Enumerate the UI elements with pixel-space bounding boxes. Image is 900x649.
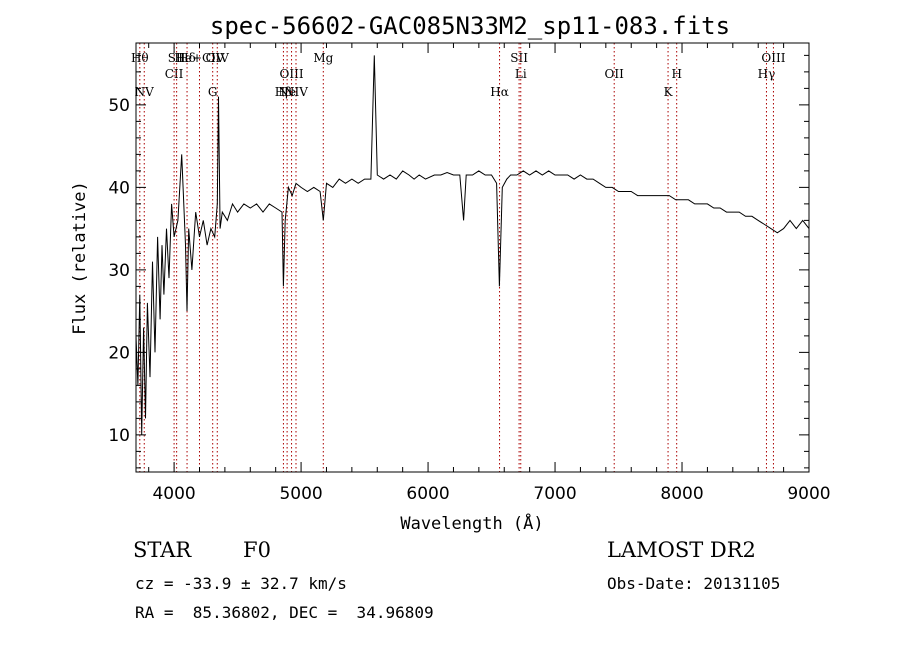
spectral-line-label: SII xyxy=(510,51,528,65)
spectral-line-label: He+CIV xyxy=(174,51,225,65)
spectral-line-label: Hβ xyxy=(275,85,292,99)
spectrum-plot: spec-56602-GAC085N33M2_sp11-083.fits Hθ N… xyxy=(70,12,831,534)
spectral-line-label: SII xyxy=(168,51,186,65)
spectral-line-label: OIII xyxy=(761,51,785,65)
y-tick-label: 40 xyxy=(108,178,130,198)
spectral-line-label: Hγ xyxy=(758,67,776,81)
spectral-line-label: G xyxy=(208,85,218,99)
spectral-line-label: CII xyxy=(165,67,184,81)
chart-title: spec-56602-GAC085N33M2_sp11-083.fits xyxy=(210,12,730,40)
spectral-line-label: OII xyxy=(605,67,625,81)
y-axis-label: Flux (relative) xyxy=(70,181,90,335)
spectral-line-markers: HθNVCIISIIHδHe+CIVGOIVHβNeOIIINIVMgHαSII… xyxy=(131,43,786,472)
y-tick-label: 50 xyxy=(108,96,130,116)
axis-ticks: 4000 5000 6000 7000 8000 9000 10 20 30 40 50 xyxy=(108,43,831,504)
y-tick-label: 30 xyxy=(108,261,130,281)
redshift-label: cz = -33.9 ± 32.7 km/s xyxy=(135,574,347,593)
object-class: STAR xyxy=(133,538,192,562)
survey-label: LAMOST DR2 xyxy=(607,538,756,562)
x-tick-label: 4000 xyxy=(152,484,195,504)
plot-frame xyxy=(135,42,810,473)
object-subclass: F0 xyxy=(243,538,271,562)
spectral-line-label: Hδ xyxy=(178,51,196,65)
spectral-line-label: OIII xyxy=(280,67,304,81)
x-tick-label: 6000 xyxy=(406,484,449,504)
x-axis-label: Wavelength (Å) xyxy=(400,512,543,534)
spectral-line-label: Mg xyxy=(313,51,333,65)
spectral-line-label: K xyxy=(664,85,674,99)
spectral-line-label: Hθ xyxy=(131,51,149,65)
spectral-line-label: H xyxy=(671,67,681,81)
coordinates-label: RA = 85.36802, DEC = 34.96809 xyxy=(135,603,434,622)
x-tick-label: 8000 xyxy=(660,484,703,504)
x-tick-label: 7000 xyxy=(533,484,576,504)
y-tick-label: 10 xyxy=(108,426,130,446)
spectral-line-label: Hα xyxy=(490,85,509,99)
spectrum-line xyxy=(135,55,810,435)
x-tick-label: 5000 xyxy=(279,484,322,504)
spectral-line-label: NV xyxy=(135,85,155,99)
spectral-line-label: OIV xyxy=(206,51,230,65)
spectral-line-label: NIV xyxy=(284,85,308,99)
obs-date-label: Obs-Date: 20131105 xyxy=(607,574,781,593)
x-tick-label: 9000 xyxy=(787,484,830,504)
spectral-line-label: Li xyxy=(515,67,527,81)
y-tick-label: 20 xyxy=(108,343,130,363)
